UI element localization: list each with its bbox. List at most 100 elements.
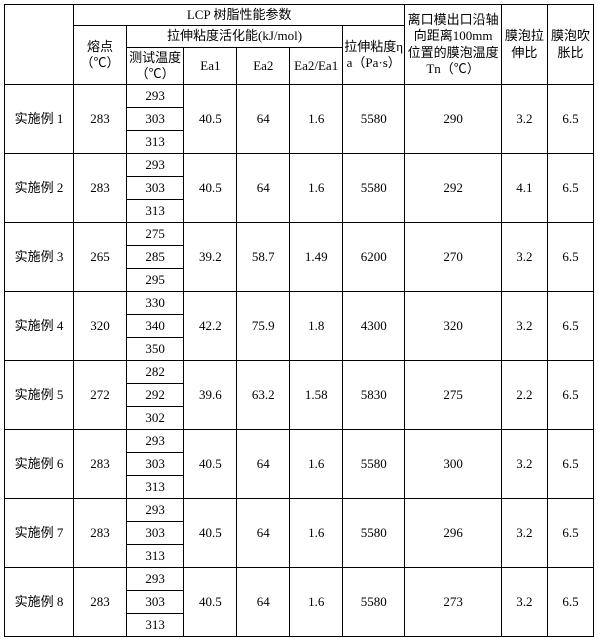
cell-ea1: 42.2 <box>184 292 237 361</box>
cell-test-temp: 293 <box>126 154 184 177</box>
cell-stretch: 3.2 <box>501 430 547 499</box>
cell-mp: 265 <box>74 223 127 292</box>
cell-ea-ratio: 1.6 <box>290 430 343 499</box>
cell-ea2: 75.9 <box>237 292 290 361</box>
cell-blow: 6.5 <box>547 568 593 637</box>
header-ea2: Ea2 <box>237 47 290 85</box>
cell-test-temp: 293 <box>126 499 184 522</box>
cell-ea-ratio: 1.6 <box>290 499 343 568</box>
cell-visc: 5580 <box>343 430 405 499</box>
table-row: 实施例 527228239.663.21.5858302752.26.5 <box>5 361 594 384</box>
cell-ea-ratio: 1.58 <box>290 361 343 430</box>
table-row: 实施例 728329340.5641.655802963.26.5 <box>5 499 594 522</box>
cell-ea1: 39.2 <box>184 223 237 292</box>
cell-stretch: 3.2 <box>501 85 547 154</box>
cell-tn: 270 <box>405 223 502 292</box>
header-lcp-group: LCP 树脂性能参数 <box>74 5 405 26</box>
row-label: 实施例 4 <box>5 292 74 361</box>
cell-ea-ratio: 1.6 <box>290 568 343 637</box>
table-row: 实施例 432033042.275.91.843003203.26.5 <box>5 292 594 315</box>
cell-blow: 6.5 <box>547 223 593 292</box>
cell-test-temp: 303 <box>126 591 184 614</box>
table-row: 实施例 628329340.5641.655803003.26.5 <box>5 430 594 453</box>
cell-tn: 296 <box>405 499 502 568</box>
cell-tn: 300 <box>405 430 502 499</box>
cell-blow: 6.5 <box>547 154 593 223</box>
cell-test-temp: 313 <box>126 200 184 223</box>
cell-ea2: 64 <box>237 568 290 637</box>
cell-tn: 320 <box>405 292 502 361</box>
cell-ea-ratio: 1.6 <box>290 85 343 154</box>
cell-test-temp: 313 <box>126 131 184 154</box>
cell-ea2: 64 <box>237 499 290 568</box>
cell-ea-ratio: 1.49 <box>290 223 343 292</box>
cell-stretch: 3.2 <box>501 292 547 361</box>
cell-ea1: 40.5 <box>184 568 237 637</box>
cell-test-temp: 293 <box>126 568 184 591</box>
lcp-parameters-table: LCP 树脂性能参数 离口模出口沿轴向距离100mm 位置的膜泡温度 Tn（℃）… <box>4 4 594 637</box>
table-row: 实施例 828329340.5641.655802733.26.5 <box>5 568 594 591</box>
cell-tn: 275 <box>405 361 502 430</box>
header-elong-visc: 拉伸粘度ηa（Pa·s） <box>343 26 405 85</box>
row-label: 实施例 2 <box>5 154 74 223</box>
row-label: 实施例 5 <box>5 361 74 430</box>
table-header: LCP 树脂性能参数 离口模出口沿轴向距离100mm 位置的膜泡温度 Tn（℃）… <box>5 5 594 85</box>
cell-visc: 5580 <box>343 154 405 223</box>
header-tn: 离口模出口沿轴向距离100mm 位置的膜泡温度 Tn（℃） <box>405 5 502 85</box>
cell-visc: 5580 <box>343 568 405 637</box>
cell-mp: 283 <box>74 154 127 223</box>
header-blow-ratio: 膜泡吹胀比 <box>547 5 593 85</box>
row-label: 实施例 8 <box>5 568 74 637</box>
cell-test-temp: 330 <box>126 292 184 315</box>
cell-ea2: 64 <box>237 430 290 499</box>
cell-visc: 4300 <box>343 292 405 361</box>
cell-ea1: 39.6 <box>184 361 237 430</box>
header-blank <box>5 5 74 85</box>
cell-mp: 283 <box>74 430 127 499</box>
cell-ea2: 64 <box>237 85 290 154</box>
cell-test-temp: 340 <box>126 315 184 338</box>
cell-mp: 283 <box>74 568 127 637</box>
cell-stretch: 2.2 <box>501 361 547 430</box>
cell-mp: 283 <box>74 499 127 568</box>
cell-test-temp: 350 <box>126 338 184 361</box>
cell-ea1: 40.5 <box>184 154 237 223</box>
cell-ea-ratio: 1.8 <box>290 292 343 361</box>
cell-ea2: 64 <box>237 154 290 223</box>
row-label: 实施例 7 <box>5 499 74 568</box>
cell-tn: 290 <box>405 85 502 154</box>
cell-test-temp: 293 <box>126 85 184 108</box>
cell-ea1: 40.5 <box>184 430 237 499</box>
cell-test-temp: 303 <box>126 108 184 131</box>
cell-test-temp: 275 <box>126 223 184 246</box>
cell-test-temp: 285 <box>126 246 184 269</box>
cell-blow: 6.5 <box>547 430 593 499</box>
table-body: 实施例 128329340.5641.655802903.26.5303313实… <box>5 85 594 637</box>
cell-blow: 6.5 <box>547 499 593 568</box>
table-row: 实施例 326527539.258.71.4962002703.26.5 <box>5 223 594 246</box>
cell-ea1: 40.5 <box>184 85 237 154</box>
cell-stretch: 4.1 <box>501 154 547 223</box>
row-label: 实施例 6 <box>5 430 74 499</box>
cell-blow: 6.5 <box>547 292 593 361</box>
cell-mp: 272 <box>74 361 127 430</box>
row-label: 实施例 1 <box>5 85 74 154</box>
header-act-energy: 拉伸粘度活化能(kJ/mol) <box>126 26 342 47</box>
table-row: 实施例 128329340.5641.655802903.26.5 <box>5 85 594 108</box>
cell-test-temp: 303 <box>126 522 184 545</box>
table-row: 实施例 228329340.5641.655802924.16.5 <box>5 154 594 177</box>
cell-stretch: 3.2 <box>501 568 547 637</box>
header-ea-ratio: Ea2/Ea1 <box>290 47 343 85</box>
cell-mp: 320 <box>74 292 127 361</box>
cell-test-temp: 313 <box>126 476 184 499</box>
cell-test-temp: 292 <box>126 384 184 407</box>
cell-ea1: 40.5 <box>184 499 237 568</box>
cell-test-temp: 303 <box>126 453 184 476</box>
cell-visc: 5830 <box>343 361 405 430</box>
cell-ea2: 58.7 <box>237 223 290 292</box>
cell-test-temp: 282 <box>126 361 184 384</box>
cell-test-temp: 303 <box>126 177 184 200</box>
cell-test-temp: 293 <box>126 430 184 453</box>
row-label: 实施例 3 <box>5 223 74 292</box>
cell-test-temp: 313 <box>126 614 184 637</box>
